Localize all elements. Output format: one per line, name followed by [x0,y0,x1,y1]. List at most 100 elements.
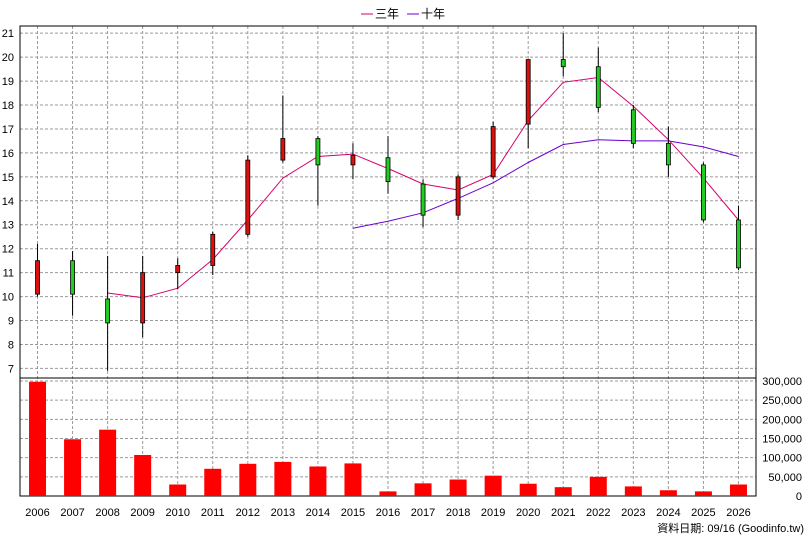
candle-body [490,126,496,178]
year-tick-label: 2016 [376,507,400,519]
candle-body [280,138,286,161]
price-tick-label: 10 [2,292,14,304]
candlestick [455,174,461,220]
candle-body [105,298,111,324]
volume-bar [344,463,362,496]
year-tick-label: 2013 [271,507,295,519]
year-tick-label: 2026 [726,507,750,519]
candlestick [35,243,40,297]
volume-bar [64,439,82,496]
volume-tick-label: 100,000 [762,453,802,465]
candle-body [560,59,566,68]
volume-bar [694,491,712,496]
candle-body [175,265,181,274]
price-tick-label: 20 [2,52,14,64]
year-tick-label: 2022 [586,507,610,519]
candlestick [140,255,146,338]
source-label: 資料日期: 09/16 (Goodinfo.tw) [657,521,804,535]
price-tick-label: 9 [8,316,14,328]
volume-tick-label: 50,000 [768,472,802,484]
volume-bar [589,476,607,496]
candlestick [70,251,75,316]
volume-bar [169,484,187,496]
year-tick-label: 2017 [411,507,435,519]
year-tick-label: 2014 [306,507,330,519]
year-tick-label: 2010 [165,507,189,519]
candle-body [665,142,671,166]
candlestick [665,126,671,177]
candle-body [420,183,426,216]
volume-bar [449,479,467,496]
price-tick-label: 19 [2,76,14,88]
volume-bar [29,381,47,496]
legend-label-ma10: 十年 [421,7,445,21]
candle-body [35,260,40,295]
volume-bar [554,487,572,496]
candlestick [525,59,531,149]
price-axis: 7 8 9 10 11 12 13 14 15 16 17 18 19 20 21 [2,28,14,375]
volume-bar [414,483,432,496]
volume-bar [379,491,397,496]
candle-body [245,159,251,235]
volume-bar [274,461,292,496]
year-tick-label: 2006 [25,507,49,519]
candle-body [315,138,321,166]
legend-label-ma3: 三年 [375,7,399,21]
price-tick-label: 11 [3,268,14,280]
candle-body [455,176,461,216]
candlestick [736,205,741,271]
candlestick [420,179,426,228]
year-axis: 2006 2007 2008 2009 2010 2011 2012 2013 2014 2015… [25,507,750,519]
candlestick [385,136,391,194]
candlesticks [35,33,741,371]
volume-bar [99,429,117,496]
candle-body [630,109,636,144]
candle-body [385,157,391,183]
volume-bar [239,463,257,496]
volume-tick-label: 200,000 [762,414,802,426]
volume-tick-label: 0 [796,491,802,503]
candlestick [280,95,286,163]
volume-bar [309,466,327,496]
candlestick [105,255,111,371]
candlestick [560,33,566,77]
year-tick-label: 2020 [516,507,540,519]
candle-body [736,219,741,269]
price-tick-label: 17 [2,124,14,136]
volume-bar [204,468,222,496]
price-tick-label: 8 [8,339,14,351]
year-tick-label: 2019 [481,507,505,519]
year-tick-label: 2008 [95,507,119,519]
year-tick-label: 2025 [691,507,715,519]
price-tick-label: 14 [2,196,14,208]
candlestick [490,121,496,180]
price-tick-label: 13 [2,220,14,232]
year-tick-label: 2009 [130,507,154,519]
candlestick [350,143,356,180]
price-tick-label: 16 [2,148,14,160]
volume-bar [624,486,642,496]
volume-tick-label: 150,000 [762,434,802,446]
candlestick [630,105,636,149]
candlestick [245,155,251,237]
candle-body [140,272,146,324]
candle-body [210,233,216,266]
candle-body [70,260,75,295]
price-tick-label: 12 [2,244,14,256]
candlestick [315,136,321,206]
volume-bar [659,490,677,496]
year-tick-label: 2012 [236,507,260,519]
year-tick-label: 2023 [621,507,645,519]
year-tick-label: 2018 [446,507,470,519]
candle-body [525,59,531,125]
candle-body [350,154,356,166]
candlestick [701,162,706,223]
candle-body [595,66,601,108]
volume-tick-label: 250,000 [762,395,802,407]
candlestick [175,258,181,290]
volume-bars [29,381,747,496]
candlestick [210,231,216,276]
candle-body [701,164,706,221]
